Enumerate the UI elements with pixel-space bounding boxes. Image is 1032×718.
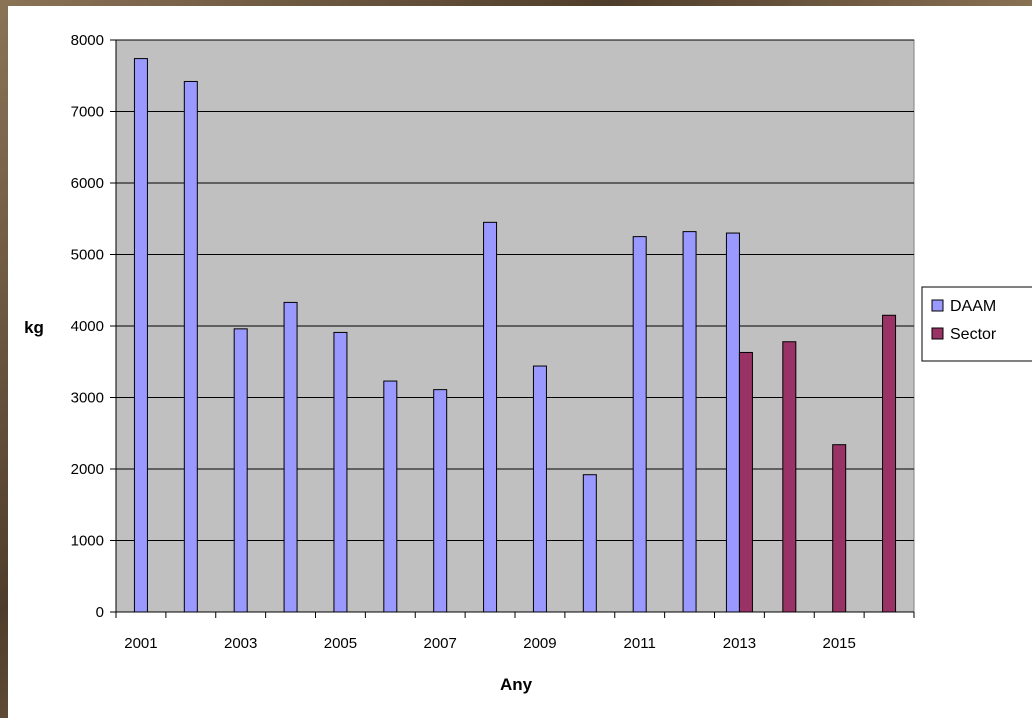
legend-swatch-sector bbox=[931, 327, 944, 340]
x-tick-label: 2001 bbox=[124, 635, 157, 652]
bar-daam-2008 bbox=[483, 221, 498, 613]
bar-sector-2013 bbox=[738, 351, 753, 613]
x-tick-label: 2007 bbox=[424, 635, 457, 652]
legend-box bbox=[921, 286, 1032, 362]
y-tick-label: 2000 bbox=[71, 461, 104, 478]
bar-daam-2009 bbox=[532, 365, 547, 613]
bar-sector-2016 bbox=[882, 314, 897, 613]
bar-daam-2011 bbox=[632, 236, 647, 613]
bar-daam-2012 bbox=[682, 231, 697, 613]
bar-daam-2006 bbox=[383, 380, 398, 613]
x-tick-label: 2005 bbox=[324, 635, 357, 652]
y-tick-label: 1000 bbox=[71, 533, 104, 550]
x-tick-label: 2013 bbox=[723, 635, 756, 652]
bar-daam-2004 bbox=[283, 301, 298, 613]
legend-swatch-daam bbox=[931, 299, 944, 312]
legend-label-daam: DAAM bbox=[950, 298, 996, 315]
y-tick-label: 0 bbox=[96, 604, 104, 621]
legend: DAAM Sector bbox=[921, 286, 1032, 362]
bar-sector-2015 bbox=[832, 444, 847, 613]
x-tick-label: 2015 bbox=[823, 635, 856, 652]
x-tick-label: 2009 bbox=[523, 635, 556, 652]
bar-daam-2010 bbox=[582, 474, 597, 613]
y-tick-label: 5000 bbox=[71, 247, 104, 264]
bar-sector-2014 bbox=[782, 341, 797, 613]
y-tick-label: 6000 bbox=[71, 175, 104, 192]
bar-daam-2001 bbox=[133, 58, 148, 613]
legend-label-sector: Sector bbox=[950, 326, 997, 343]
bar-daam-2003 bbox=[233, 328, 248, 613]
y-axis-title: kg bbox=[24, 318, 44, 337]
bar-daam-2005 bbox=[333, 331, 348, 613]
y-tick-label: 8000 bbox=[71, 32, 104, 49]
bar-daam-2007 bbox=[433, 389, 448, 613]
x-tick-label: 2011 bbox=[624, 635, 656, 652]
y-tick-label: 4000 bbox=[71, 318, 104, 335]
bar-daam-2013 bbox=[725, 232, 740, 613]
x-axis-title: Any bbox=[500, 675, 533, 694]
bar-daam-2002 bbox=[183, 80, 198, 613]
y-tick-label: 7000 bbox=[71, 104, 104, 121]
y-tick-label: 3000 bbox=[71, 390, 104, 407]
x-tick-label: 2003 bbox=[224, 635, 257, 652]
